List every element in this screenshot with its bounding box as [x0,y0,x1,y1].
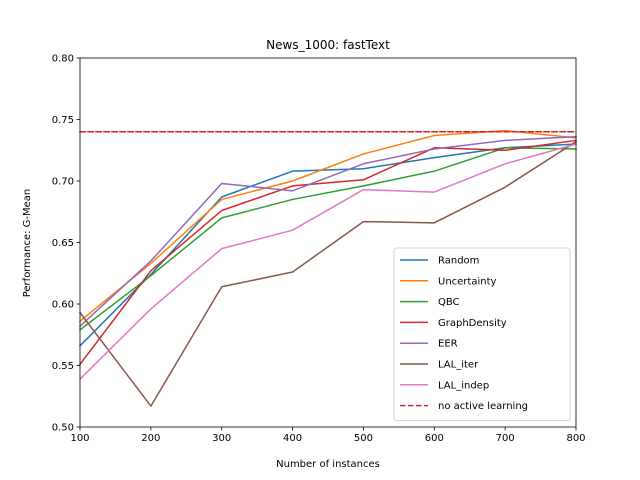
x-tick-label-2: 300 [212,433,231,444]
y-tick-label-5: 0.75 [52,115,74,126]
x-tick-label-6: 700 [496,433,515,444]
series-line-2 [78,147,577,331]
series-line-4 [78,135,577,328]
legend-label-5: LAL_iter [438,360,479,371]
legend-label-3: GraphDensity [438,318,507,329]
series-layer [78,129,578,407]
x-tick-label-0: 100 [70,433,89,444]
chart-title: News_1000: fastText [266,38,390,52]
legend-label-1: Uncertainty [438,276,497,287]
y-tick-label-0: 0.50 [52,423,74,434]
legend: Random Uncertainty QBC GraphDensity EER LAL_i… [393,247,571,421]
y-tick-label-6: 0.80 [52,54,74,65]
legend-label-2: QBC [438,297,460,308]
x-tick-label-7: 800 [566,433,585,444]
y-tick-label-4: 0.70 [52,177,74,188]
series-line-6 [78,143,577,381]
axes-layer: 100 200 300 400 500 600 700 800 0.50 0.55 0.60 0.65… [52,54,586,445]
legend-label-0: Random [438,256,479,267]
series-line-3 [78,139,577,366]
legend-label-7: no active learning [438,401,528,412]
x-tick-label-4: 500 [354,433,373,444]
y-tick-label-1: 0.55 [52,361,74,372]
legend-box [393,247,571,421]
y-tick-label-3: 0.65 [52,238,74,249]
x-tick-label-1: 200 [141,433,160,444]
x-tick-label-5: 600 [425,433,444,444]
legend-label-6: LAL_indep [438,380,489,391]
series-line-5 [78,140,578,407]
x-tick-label-3: 400 [283,433,302,444]
legend-label-4: EER [438,339,458,350]
y-axis-label: Performance: G-Mean [22,189,33,298]
x-axis-label: Number of instances [276,459,380,470]
y-tick-label-2: 0.60 [52,300,74,311]
